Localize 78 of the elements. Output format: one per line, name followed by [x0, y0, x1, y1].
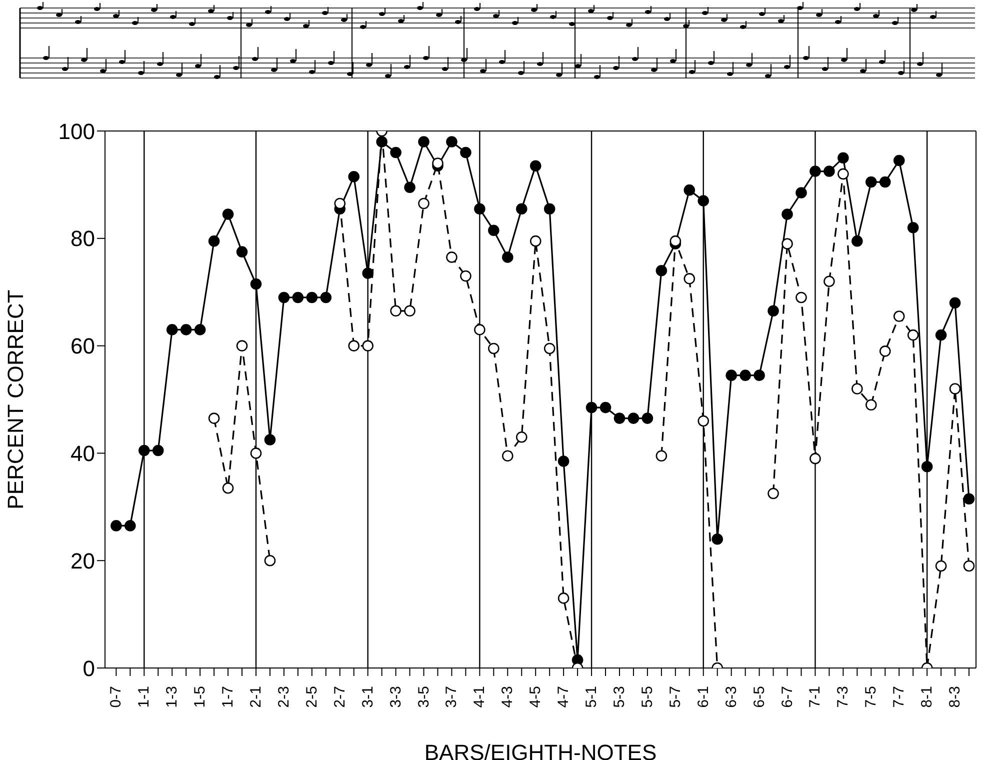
point [684, 273, 696, 284]
x-tick-label: 3-1 [359, 686, 376, 708]
x-tick-label: 7-3 [834, 686, 852, 708]
x-tick-label: 3-5 [415, 686, 432, 708]
x-tick-label: 1-1 [136, 686, 153, 708]
point [474, 324, 486, 336]
point [558, 592, 570, 604]
x-tick-label: 8-3 [946, 686, 964, 708]
y-tick-label: 80 [70, 226, 95, 252]
x-tick-label: 6-5 [750, 686, 768, 708]
point [362, 340, 374, 352]
point [838, 168, 849, 180]
point [935, 560, 947, 572]
point [907, 329, 919, 341]
x-tick-label: 7-1 [806, 686, 824, 708]
point [222, 482, 234, 494]
y-tick-label: 60 [70, 334, 95, 359]
point [544, 342, 556, 354]
x-axis-title: BARS/EIGHTH-NOTES [424, 740, 657, 760]
x-tick-label: 7-5 [862, 686, 880, 708]
x-tick-label: 1-7 [220, 686, 237, 708]
point [334, 198, 346, 210]
point [852, 383, 863, 394]
point [404, 305, 416, 317]
point [893, 310, 905, 322]
point [865, 399, 877, 411]
point [698, 415, 710, 427]
point [824, 276, 835, 288]
y-tick-label: 0 [82, 656, 95, 681]
x-tick-label: 8-1 [918, 686, 936, 708]
point [236, 340, 248, 352]
x-tick-label: 1-5 [192, 686, 209, 708]
x-tick-label: 3-3 [387, 686, 404, 708]
point [768, 488, 779, 500]
y-tick-label: 40 [70, 441, 95, 466]
point [516, 431, 528, 443]
x-tick-label: 6-1 [694, 686, 712, 708]
x-tick-label: 5-7 [666, 686, 684, 708]
x-tick-label: 4-3 [499, 686, 516, 708]
x-tick-label: 7-7 [890, 686, 908, 708]
point [488, 342, 500, 354]
x-tick-label: 2-7 [331, 686, 348, 708]
x-tick-label: 5-1 [583, 686, 600, 708]
point [264, 554, 276, 566]
y-axis-title: PERCENT CORRECT [2, 290, 28, 510]
y-tick-label: 20 [70, 548, 95, 574]
point [782, 238, 793, 250]
point [502, 450, 514, 462]
point [460, 270, 472, 282]
x-tick-label: 0-7 [108, 686, 125, 708]
point [670, 235, 682, 247]
point [208, 412, 220, 424]
point [250, 448, 262, 459]
x-tick-label: 3-7 [443, 686, 460, 708]
point [418, 198, 430, 210]
x-tick-label: 4-5 [527, 686, 544, 708]
x-tick-label: 6-3 [722, 686, 740, 708]
y-tick-label: 100 [58, 118, 95, 144]
point [348, 340, 360, 352]
point [390, 305, 402, 317]
point [530, 235, 542, 247]
point [949, 383, 961, 394]
x-tick-label: 6-7 [778, 686, 796, 708]
point [879, 346, 891, 357]
point [446, 252, 458, 263]
point [796, 292, 807, 304]
x-tick-label: 5-5 [638, 686, 656, 708]
x-tick-label: 4-7 [555, 686, 572, 708]
x-tick-label: 2-5 [303, 686, 320, 708]
x-tick-label: 4-1 [471, 686, 488, 708]
point [432, 158, 444, 169]
x-tick-label: 5-3 [610, 686, 628, 708]
point [810, 452, 821, 464]
point [963, 560, 975, 572]
x-tick-label: 2-1 [247, 686, 264, 708]
x-tick-label: 1-3 [164, 686, 181, 708]
point [656, 450, 668, 462]
x-tick-label: 2-3 [275, 686, 292, 708]
